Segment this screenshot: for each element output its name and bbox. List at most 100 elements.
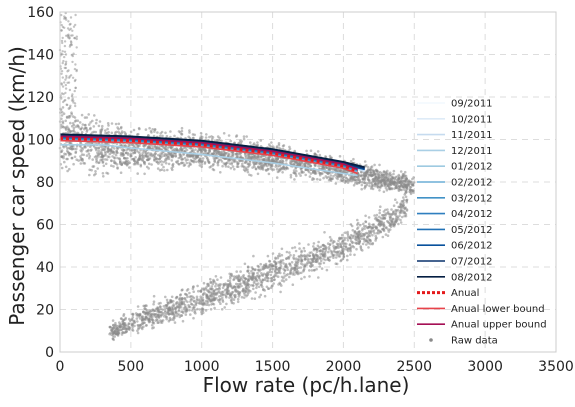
raw-data-point [220, 308, 224, 311]
raw-data-point [308, 269, 311, 272]
raw-data-point [134, 156, 137, 159]
raw-data-point [317, 164, 320, 168]
raw-data-point [233, 167, 236, 171]
raw-data-point [295, 174, 298, 178]
raw-data-point [63, 50, 67, 53]
raw-data-point [303, 162, 307, 166]
raw-data-point [232, 302, 235, 305]
raw-data-point [322, 253, 325, 257]
raw-data-point [219, 302, 222, 306]
raw-data-point [172, 303, 175, 306]
raw-data-point [105, 142, 109, 145]
raw-data-point [402, 185, 405, 189]
raw-data-point [194, 302, 198, 305]
raw-data-point [317, 240, 320, 244]
raw-data-point [174, 152, 177, 155]
raw-data-point [361, 242, 365, 246]
raw-data-point [346, 239, 350, 242]
raw-data-point [403, 210, 406, 214]
raw-data-point [64, 16, 67, 19]
raw-data-point [192, 306, 196, 310]
raw-data-point [186, 288, 190, 291]
raw-data-point [65, 116, 69, 119]
raw-data-point [64, 63, 67, 66]
raw-data-point [378, 211, 382, 215]
raw-data-point [277, 270, 281, 273]
raw-data-point [202, 281, 206, 285]
raw-data-point [335, 253, 338, 257]
raw-data-point [180, 132, 184, 136]
raw-data-point [152, 302, 155, 306]
raw-data-point [367, 246, 370, 249]
raw-data-point [62, 156, 65, 160]
raw-data-point [265, 264, 268, 268]
raw-data-point [211, 136, 215, 139]
raw-data-point [246, 289, 250, 293]
raw-data-point [210, 285, 214, 288]
raw-data-point [97, 146, 100, 150]
raw-data-point [69, 40, 73, 43]
raw-data-point [234, 288, 237, 292]
raw-data-point [358, 180, 362, 183]
raw-data-point [113, 335, 116, 338]
raw-data-point [225, 296, 228, 299]
raw-data-point [127, 162, 130, 165]
raw-data-point [157, 162, 160, 165]
raw-data-point [194, 160, 198, 164]
raw-data-point [279, 262, 282, 265]
raw-data-point [115, 163, 119, 166]
raw-data-point [188, 305, 192, 309]
raw-data-point [399, 218, 402, 222]
raw-data-point [243, 283, 247, 286]
raw-data-point [113, 330, 117, 333]
legend-entry-label: 06/2012 [451, 241, 493, 252]
raw-data-point [293, 178, 296, 181]
raw-data-point [267, 287, 271, 290]
y-tick-label: 40 [36, 260, 54, 276]
raw-data-point [323, 244, 326, 248]
raw-data-point [377, 176, 381, 180]
raw-data-point [162, 311, 165, 315]
raw-data-point [319, 172, 322, 175]
raw-data-point [68, 28, 71, 32]
raw-data-point [182, 164, 186, 167]
raw-data-point [148, 157, 152, 160]
raw-data-point [185, 161, 189, 165]
raw-data-point [97, 154, 100, 157]
raw-data-point [224, 165, 228, 168]
raw-data-point [144, 128, 148, 131]
raw-data-point [400, 215, 404, 219]
raw-data-point [113, 156, 116, 159]
raw-data-point [370, 174, 373, 177]
raw-data-point [143, 317, 146, 321]
raw-data-point [319, 257, 323, 260]
raw-data-point [355, 247, 358, 251]
raw-data-point [177, 298, 181, 301]
raw-data-point [121, 161, 125, 164]
raw-data-point [256, 271, 259, 275]
raw-data-point [159, 132, 162, 135]
raw-data-point [305, 149, 308, 153]
raw-data-point [411, 183, 414, 186]
raw-data-point [266, 273, 270, 276]
raw-data-point [398, 185, 402, 188]
raw-data-point [185, 153, 189, 157]
raw-data-point [106, 122, 110, 125]
legend-entry-label: 04/2012 [451, 209, 493, 220]
raw-data-point [89, 126, 92, 130]
raw-data-point [412, 176, 416, 179]
raw-data-point [192, 296, 196, 300]
raw-data-point [137, 315, 140, 318]
raw-data-point [304, 173, 308, 177]
raw-data-point [391, 176, 394, 180]
raw-data-point [153, 145, 157, 148]
raw-data-point [375, 169, 379, 173]
raw-data-point [220, 292, 223, 296]
tick-labels: 0 500 1000 1500 2000 2500 3000 3500 0 20 40 60 80 100… [27, 5, 574, 375]
raw-data-point [61, 106, 65, 109]
raw-data-point [181, 310, 184, 313]
raw-data-point [275, 176, 279, 179]
raw-data-point [75, 46, 78, 49]
raw-data-point [163, 146, 166, 150]
raw-data-point [243, 169, 247, 173]
